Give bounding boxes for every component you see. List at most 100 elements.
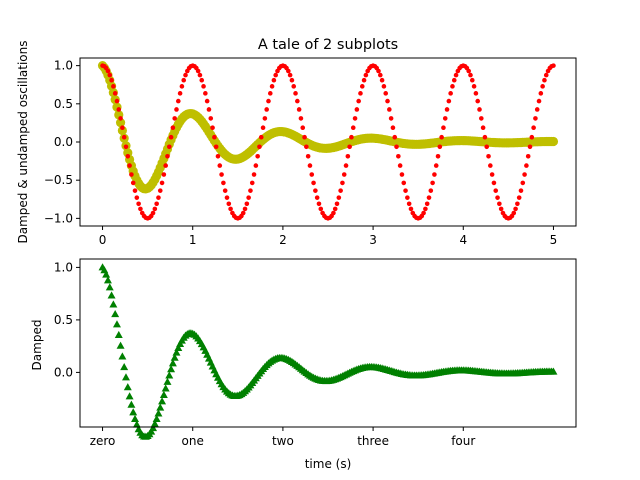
bottom-series-0-point	[105, 283, 114, 291]
top-series-1-point	[314, 195, 320, 200]
top-x-tick-label: 1	[189, 233, 197, 247]
top-series-1-point	[453, 72, 459, 78]
top-series-1-point	[228, 206, 233, 212]
top-series-1-point	[527, 144, 533, 150]
top-series-1-point	[336, 195, 342, 200]
bottom-series-0-point	[111, 310, 120, 318]
top-plot-marks	[97, 61, 559, 221]
bottom-y-tick-label: 0.5	[54, 313, 73, 327]
top-series-1-point	[242, 206, 248, 212]
bottom-series-0-point	[129, 408, 138, 416]
top-series-1-point	[406, 201, 412, 207]
top-series-1-point	[179, 84, 185, 89]
top-series-1-point	[316, 201, 322, 207]
top-series-1-point	[451, 77, 457, 83]
bottom-series-0-point	[167, 365, 176, 373]
top-series-1-point	[437, 144, 443, 150]
top-series-1-point	[267, 91, 273, 96]
top-series-1-point	[195, 68, 201, 74]
bottom-subplot: Damped time (s) zero one two three four 0.0 0.…	[30, 258, 577, 471]
top-series-1-point	[378, 72, 383, 78]
top-series-1-point	[264, 107, 269, 112]
top-series-1-point	[120, 125, 125, 130]
top-series-1-point	[296, 107, 302, 112]
top-series-1-point	[473, 91, 479, 96]
top-series-1-point	[257, 144, 262, 150]
top-series-0-point	[548, 136, 559, 147]
top-series-1-point	[111, 84, 116, 89]
top-series-1-point	[210, 125, 215, 130]
top-series-1-point	[534, 107, 540, 112]
top-series-1-point	[469, 77, 475, 83]
top-series-1-point	[206, 107, 212, 112]
top-series-1-point	[383, 91, 389, 96]
top-series-1-point	[213, 144, 219, 150]
top-series-1-point	[347, 144, 352, 150]
top-series-1-point	[132, 188, 138, 193]
top-series-1-point	[199, 77, 205, 83]
top-series-1-point	[258, 134, 264, 140]
top-series-1-point	[112, 91, 118, 96]
top-series-1-point	[222, 188, 228, 193]
top-series-1-point	[175, 98, 181, 104]
top-series-1-point	[289, 77, 295, 83]
top-series-1-point	[154, 201, 159, 207]
bottom-series-0-point	[122, 373, 130, 381]
top-series-1-point	[513, 206, 518, 212]
top-series-1-point	[300, 125, 306, 130]
top-series-1-point	[349, 134, 354, 140]
top-series-1-point	[340, 180, 345, 186]
top-y-tick-label: 1.0	[54, 59, 73, 73]
top-series-1-point	[379, 77, 385, 83]
top-series-1-point	[212, 134, 217, 140]
top-series-1-point	[150, 210, 156, 216]
top-y-tick-label: −1.0	[44, 211, 73, 225]
top-x-tick-label: 0	[99, 233, 107, 247]
top-series-1-point	[515, 201, 520, 207]
top-series-1-point	[134, 195, 140, 200]
bottom-series-0-point	[114, 330, 123, 338]
top-series-1-point	[181, 77, 187, 83]
top-series-1-point	[253, 163, 259, 168]
top-series-1-point	[495, 195, 500, 200]
top-series-1-point	[345, 154, 351, 159]
top-series-1-point	[433, 163, 439, 168]
bottom-series-0-point	[158, 397, 167, 405]
top-series-1-point	[240, 210, 246, 216]
top-series-1-point	[381, 84, 387, 89]
top-series-1-point	[163, 163, 168, 168]
top-series-1-point	[480, 125, 486, 130]
top-series-1-point	[479, 116, 484, 121]
top-series-1-point	[441, 125, 446, 130]
top-series-1-point	[352, 116, 358, 121]
top-series-1-point	[116, 107, 122, 112]
top-series-1-point	[127, 163, 132, 168]
top-series-1-point	[269, 84, 275, 89]
top-series-1-point	[286, 68, 291, 74]
bottom-series-0-point	[154, 409, 163, 417]
top-series-1-point	[489, 172, 495, 177]
top-series-1-point	[172, 116, 177, 121]
bottom-y-tick-label: 0.0	[54, 365, 73, 379]
top-series-1-point	[408, 206, 414, 212]
top-series-1-point	[361, 77, 367, 83]
top-series-1-point	[156, 195, 161, 200]
top-series-1-point	[401, 180, 407, 186]
top-series-1-point	[201, 84, 206, 89]
top-series-1-point	[488, 163, 493, 168]
top-series-1-point	[197, 72, 203, 78]
top-series-1-point	[392, 134, 398, 140]
top-x-tick-label: 5	[550, 233, 558, 247]
top-series-1-point	[531, 125, 536, 130]
top-series-1-point	[471, 84, 477, 89]
top-series-1-point	[125, 154, 131, 159]
top-series-1-point	[390, 125, 396, 130]
top-series-1-point	[334, 201, 340, 207]
bottom-series-0-point	[152, 414, 161, 422]
top-axis-ticks: 0 1 2 3 4 5 −1.0 −0.5 0.0 0.5 1.0	[44, 59, 557, 247]
top-series-1-point	[221, 180, 226, 186]
top-series-1-point	[403, 188, 408, 193]
top-series-1-point	[331, 210, 336, 216]
top-series-1-point	[174, 107, 179, 112]
